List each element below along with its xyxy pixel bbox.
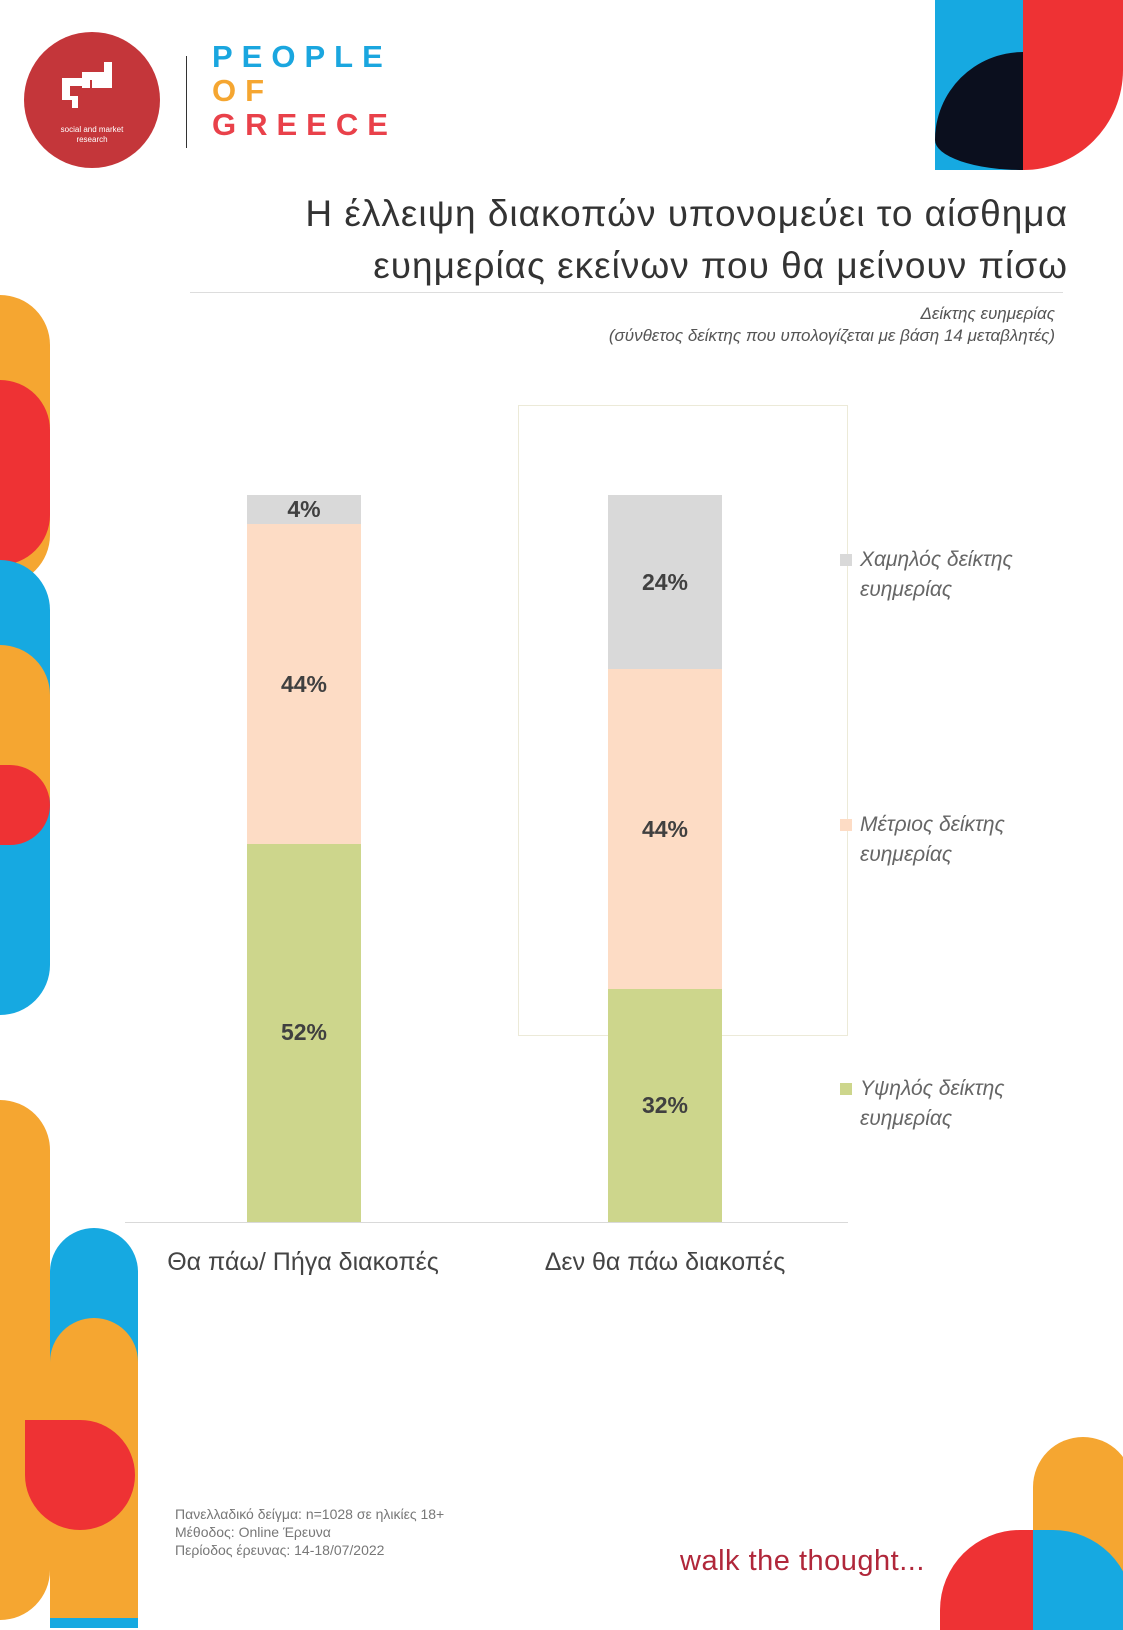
brand-line: OF	[212, 73, 274, 108]
brand-line: GREECE	[212, 107, 397, 142]
smr-logo: social and market research	[24, 32, 160, 168]
legend-label: ευημερίας	[860, 1107, 953, 1130]
bar-segment: 52%	[247, 843, 361, 1222]
data-label: 44%	[641, 815, 689, 842]
brand-line: PEOPLE	[212, 39, 392, 74]
footnote: Πανελλαδικό δείγμα: n=1028 σε ηλικίες 18…	[175, 1505, 444, 1559]
title-line: ευημερίας εκείνων που θα μείνουν πίσω	[373, 245, 1068, 286]
legend-item-medium: Μέτριος δείκτης ευημερίας	[840, 810, 1005, 870]
legend-label: Μέτριος δείκτης	[860, 813, 1005, 836]
slogan: walk the thought...	[680, 1545, 925, 1577]
decor-tr-red	[1023, 0, 1123, 170]
legend-swatch	[840, 1083, 852, 1095]
footnote-line: Πανελλαδικό δείγμα: n=1028 σε ηλικίες 18…	[175, 1506, 445, 1522]
logo-divider	[186, 56, 187, 148]
footnote-line: Περίοδος έρευνας: 14-18/07/2022	[175, 1542, 385, 1558]
x-tick-label: Δεν θα πάω διακοπές	[544, 1248, 786, 1276]
people-of-greece-logo: PEOPLE OF GREECE	[212, 40, 397, 142]
data-label: 4%	[287, 496, 321, 523]
decor-bl-orange	[0, 1100, 50, 1620]
legend-item-high: Υψηλός δείκτης ευημερίας	[840, 1074, 1005, 1134]
legend-label: ευημερίας	[860, 843, 953, 866]
data-label: 44%	[280, 670, 328, 697]
subtitle-line: Δείκτης ευημερίας	[920, 304, 1055, 323]
smr-logo-mark	[62, 62, 112, 108]
legend-item-low: Χαμηλός δείκτης ευημερίας	[840, 545, 1013, 605]
x-tick-label: Θα πάω/ Πήγα διακοπές	[167, 1248, 439, 1276]
legend-swatch	[840, 554, 852, 566]
legend-label: Χαμηλός δείκτης	[860, 548, 1013, 571]
logo-text: social and market research	[60, 125, 124, 144]
data-label: 32%	[641, 1092, 689, 1119]
decor-bl-red	[25, 1420, 135, 1530]
footnote-line: Μέθοδος: Online Έρευνα	[175, 1524, 331, 1540]
data-label: 24%	[641, 568, 689, 595]
chart-title: Η έλλειψη διακοπών υπονομεύει το αίσθημα…	[305, 188, 1068, 292]
legend-label: Υψηλός δείκτης	[860, 1077, 1005, 1100]
decor-left-red	[0, 380, 50, 565]
bar-segment: 44%	[608, 669, 722, 990]
subtitle-line: (σύνθετος δείκτης που υπολογίζεται με βά…	[608, 326, 1055, 345]
bar-segment: 32%	[608, 989, 722, 1222]
title-line: Η έλλειψη διακοπών υπονομεύει το αίσθημα	[305, 193, 1068, 234]
legend-label: ευημερίας	[860, 578, 953, 601]
data-label: 52%	[280, 1019, 328, 1046]
bar-segment: 4%	[247, 495, 361, 525]
chart-subtitle: Δείκτης ευημερίας (σύνθετος δείκτης που …	[609, 303, 1055, 347]
bar-segment: 24%	[608, 495, 722, 670]
title-divider	[190, 292, 1063, 293]
x-axis-line	[125, 1222, 848, 1223]
bar-segment: 44%	[247, 524, 361, 844]
legend-swatch	[840, 819, 852, 831]
